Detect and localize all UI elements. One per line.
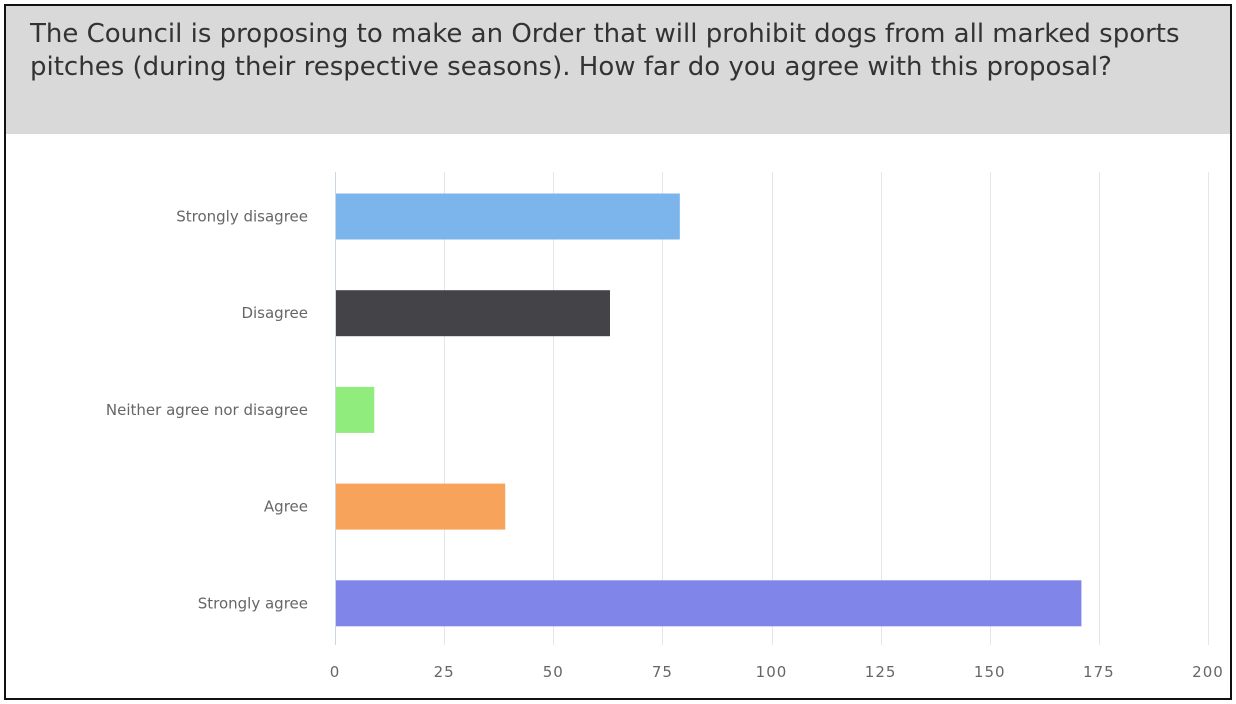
category-label: Agree <box>264 498 308 516</box>
x-tick-label: 200 <box>1192 663 1224 681</box>
bar <box>336 483 506 530</box>
question-header: The Council is proposing to make an Orde… <box>6 6 1230 134</box>
category-label: Strongly agree <box>198 594 308 612</box>
x-tick-label: 0 <box>330 663 341 681</box>
category-labels: Strongly disagree Disagree Neither agree n… <box>106 208 308 613</box>
category-label: Neither agree nor disagree <box>106 401 308 419</box>
x-axis-ticks: 0 25 50 75 100 125 150 175 200 <box>330 663 1224 681</box>
bar <box>336 580 1082 627</box>
category-label: Strongly disagree <box>176 208 308 226</box>
bars <box>336 193 1082 627</box>
x-tick-label: 125 <box>865 663 897 681</box>
x-tick-label: 50 <box>543 663 564 681</box>
grid-lines <box>335 172 1209 645</box>
category-label: Disagree <box>241 304 308 322</box>
x-tick-label: 25 <box>434 663 455 681</box>
bar-chart: Strongly disagree Disagree Neither agree n… <box>106 172 1224 681</box>
question-title: The Council is proposing to make an Orde… <box>30 19 1180 82</box>
bar <box>336 193 680 240</box>
x-tick-label: 175 <box>1083 663 1115 681</box>
chart-frame: The Council is proposing to make an Orde… <box>4 4 1232 700</box>
bar <box>336 386 375 433</box>
bar <box>336 290 610 337</box>
x-tick-label: 75 <box>652 663 673 681</box>
x-tick-label: 100 <box>756 663 788 681</box>
x-tick-label: 150 <box>974 663 1006 681</box>
